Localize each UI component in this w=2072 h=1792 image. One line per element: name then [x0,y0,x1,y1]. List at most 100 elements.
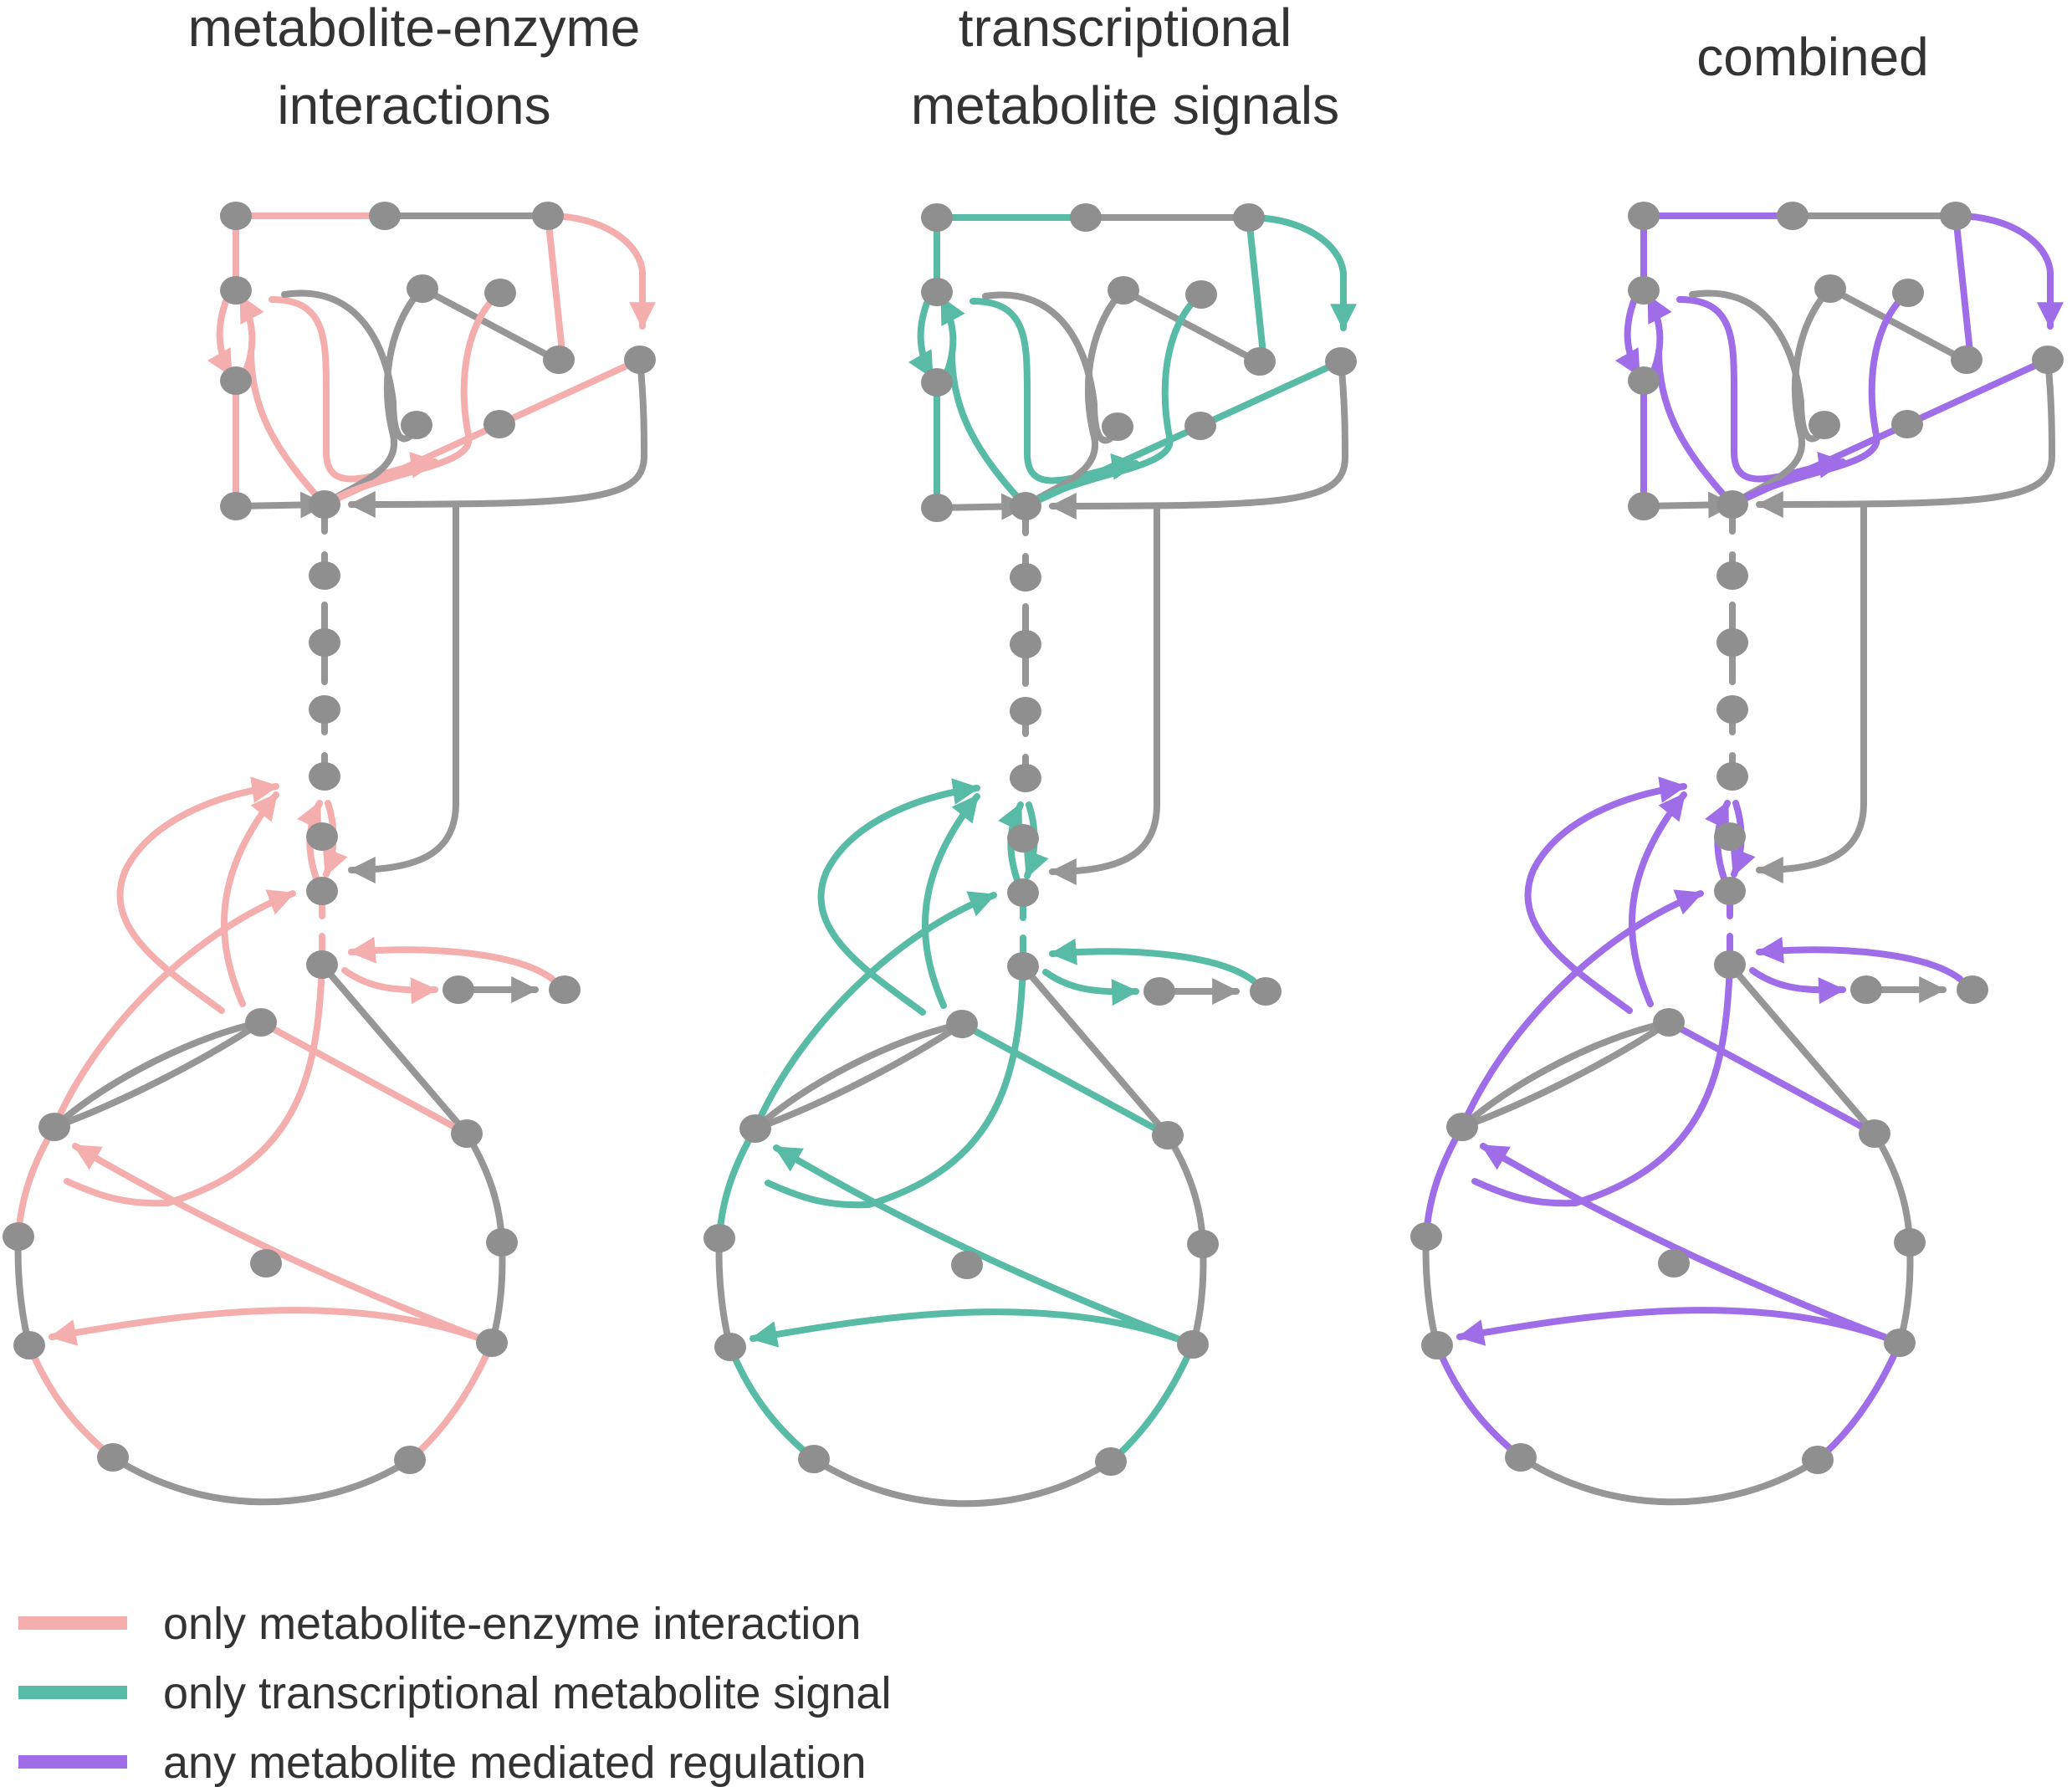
network-edge-gray [1689,289,1829,443]
network-edge-gray [1120,287,1261,365]
network-node [1628,202,1660,230]
network-node [1802,1446,1834,1474]
network-node [1777,202,1809,230]
network-node [798,1445,830,1473]
network-node [1152,1121,1184,1149]
network-node [1185,280,1217,309]
network-node [1177,1330,1209,1359]
network-edge-gray [281,289,422,443]
network-node [1244,347,1276,376]
legend-label: only transcriptional metabolite signal [163,1668,891,1718]
network-node [220,202,252,230]
network-edge-regulated [922,793,980,1009]
network-edge-regulated [238,294,264,378]
network-node [220,492,252,520]
network-node [1421,1331,1453,1359]
network-edge-regulated [1665,1019,1878,1137]
network-node [1007,952,1039,980]
network-node [1628,276,1660,305]
network-edge-regulated [1572,961,1733,1206]
network-edge-gray [982,291,1123,444]
network-node [549,975,581,1004]
network-node [1658,1249,1690,1277]
network-node [1007,878,1039,907]
network-edge-regulated [773,1144,1196,1348]
network-node [1714,877,1746,905]
network-node [1010,697,1041,725]
network-node [1716,695,1748,724]
network-node [1894,1228,1926,1257]
network-edge-regulated [865,963,1026,1208]
network-node [1716,762,1748,791]
network-node [1410,1222,1442,1251]
network-edge-regulated [1434,1342,1524,1461]
network-edge-regulated [1524,776,1687,1014]
network-node [1070,203,1102,232]
network-node [306,822,338,851]
network-node [407,274,438,303]
network-edge-gray [348,501,459,883]
network-edge-regulated [258,1019,470,1137]
network-node [250,1249,282,1277]
network-node [1850,975,1882,1004]
network-node [1716,561,1748,590]
network-edge-gray [1189,1241,1207,1348]
network-node [3,1222,34,1251]
network-node [703,1224,735,1252]
network-edge-gray [1827,285,1967,363]
panel-title-line: combined [1696,27,1929,87]
network-node [1814,274,1846,303]
network-edge-regulated [1049,938,1256,984]
network-edge-regulated [49,1307,495,1346]
network-edge-gray [463,1130,505,1246]
network-edge-gray [811,1456,1114,1508]
network-edge-regulated [321,289,504,508]
network-edge-gray [1164,1132,1206,1247]
network-panel-metabolite-enzyme [3,202,656,1506]
network-edge-gray [1020,963,1171,1139]
panel-title-line: metabolite signals [911,75,1339,136]
legend-item: only metabolite-enzyme interaction [18,1599,861,1649]
panel-title-transcriptional: transcriptional metabolite signals [911,0,1339,136]
network-edge-regulated [1614,294,1642,378]
network-edge-regulated [248,348,328,508]
network-node [369,202,401,230]
network-node [532,202,564,230]
network-edge-regulated [1645,294,1672,378]
network-node [1010,563,1041,591]
network-node [1446,1113,1478,1141]
network-node [921,203,953,232]
network-node [1010,764,1041,792]
network-node [309,695,340,724]
network-edge-regulated [1022,291,1205,509]
legend-label: any metabolite mediated regulation [163,1738,867,1788]
network-node [220,276,252,305]
network-edge-gray [489,1239,506,1346]
network-edge-gray [1517,1454,1821,1506]
network-node [714,1333,746,1361]
network-edge-regulated [1471,1178,1578,1207]
network-node [1653,1008,1685,1037]
network-node [1184,412,1216,440]
network-panel-combined [1410,202,2064,1506]
network-node [394,1446,426,1474]
network-edge-regulated [949,350,1029,509]
network-edge-regulated [64,1178,171,1207]
network-node [1809,411,1840,439]
network-node [309,490,340,519]
network-node [13,1331,45,1359]
network-node [1951,346,1982,374]
network-node [309,762,340,791]
legend-label: only metabolite-enzyme interaction [163,1599,861,1649]
network-node [1714,822,1746,851]
network-node [220,366,252,395]
network-edge-regulated [1480,1143,1903,1346]
network-edge-gray [1756,356,2056,518]
network-edge-regulated [939,295,965,380]
network-node [483,410,515,438]
network-edge-regulated [1246,214,1267,365]
legend-item: any metabolite mediated regulation [18,1738,867,1788]
network-edge-regulated [341,967,438,1005]
network-edge-regulated [1108,1341,1196,1465]
network-edge-gray [1871,1130,1913,1246]
